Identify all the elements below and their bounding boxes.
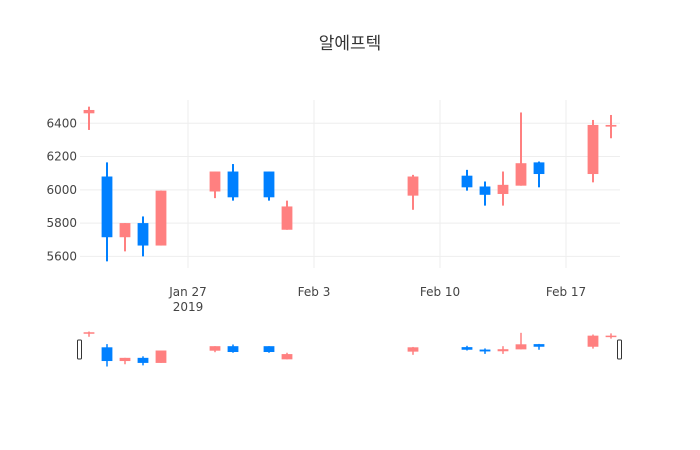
candle-increasing xyxy=(209,171,221,192)
candle-decreasing xyxy=(263,171,275,198)
slider-candle-body xyxy=(533,344,545,347)
x-tick-year-label: 2019 xyxy=(173,300,204,314)
slider-candle-body xyxy=(605,335,617,338)
candle-decreasing xyxy=(101,176,113,238)
candle-decreasing xyxy=(227,171,239,198)
candles xyxy=(83,106,617,262)
candle-decreasing xyxy=(137,223,149,246)
range-slider-right-handle[interactable] xyxy=(617,339,622,360)
candle-increasing xyxy=(281,206,293,230)
candle-increasing xyxy=(605,124,617,127)
grid-lines xyxy=(80,100,620,268)
x-tick-label: Feb 17 xyxy=(546,285,586,299)
candle-decreasing xyxy=(461,175,473,188)
y-tick-label: 6200 xyxy=(46,150,77,164)
candle-increasing xyxy=(497,184,509,194)
x-tick-label: Feb 3 xyxy=(298,285,331,299)
slider-candle-body xyxy=(461,347,473,350)
slider-candle-body xyxy=(101,347,113,362)
slider-candle-body xyxy=(407,347,419,352)
y-tick-label: 6400 xyxy=(46,116,77,130)
slider-candle-body xyxy=(497,349,509,352)
range-slider-left-handle[interactable] xyxy=(77,339,82,360)
y-tick-label: 6000 xyxy=(46,183,77,197)
slider-candle-body xyxy=(137,357,149,363)
candle-increasing xyxy=(155,190,167,246)
candle-increasing xyxy=(83,109,95,114)
candle-increasing xyxy=(119,223,131,238)
range-slider[interactable] xyxy=(77,331,622,367)
x-tick-label: Feb 10 xyxy=(420,285,460,299)
x-tick-label: Jan 27 xyxy=(168,285,207,299)
candle-decreasing xyxy=(533,162,545,175)
slider-candle-body xyxy=(587,335,599,347)
slider-candle-body xyxy=(155,350,167,363)
y-tick-label: 5600 xyxy=(46,249,77,263)
candle-increasing xyxy=(515,163,527,186)
candle-increasing xyxy=(587,124,599,175)
slider-candle-body xyxy=(227,346,239,353)
slider-candle-body xyxy=(281,354,293,360)
candle-increasing xyxy=(407,176,419,196)
slider-candle-body xyxy=(83,332,95,334)
candle-decreasing xyxy=(479,186,491,195)
chart-title: 알에프텍 xyxy=(319,34,382,54)
slider-candle-body xyxy=(119,357,131,362)
slider-candle-body xyxy=(479,349,491,352)
y-tick-label: 5800 xyxy=(46,216,77,230)
slider-candle-body xyxy=(209,346,221,351)
slider-candle-body xyxy=(263,346,275,353)
slider-candle-body xyxy=(515,344,527,350)
y-axis: 5600 5800 6000 6200 6400 xyxy=(46,116,77,263)
